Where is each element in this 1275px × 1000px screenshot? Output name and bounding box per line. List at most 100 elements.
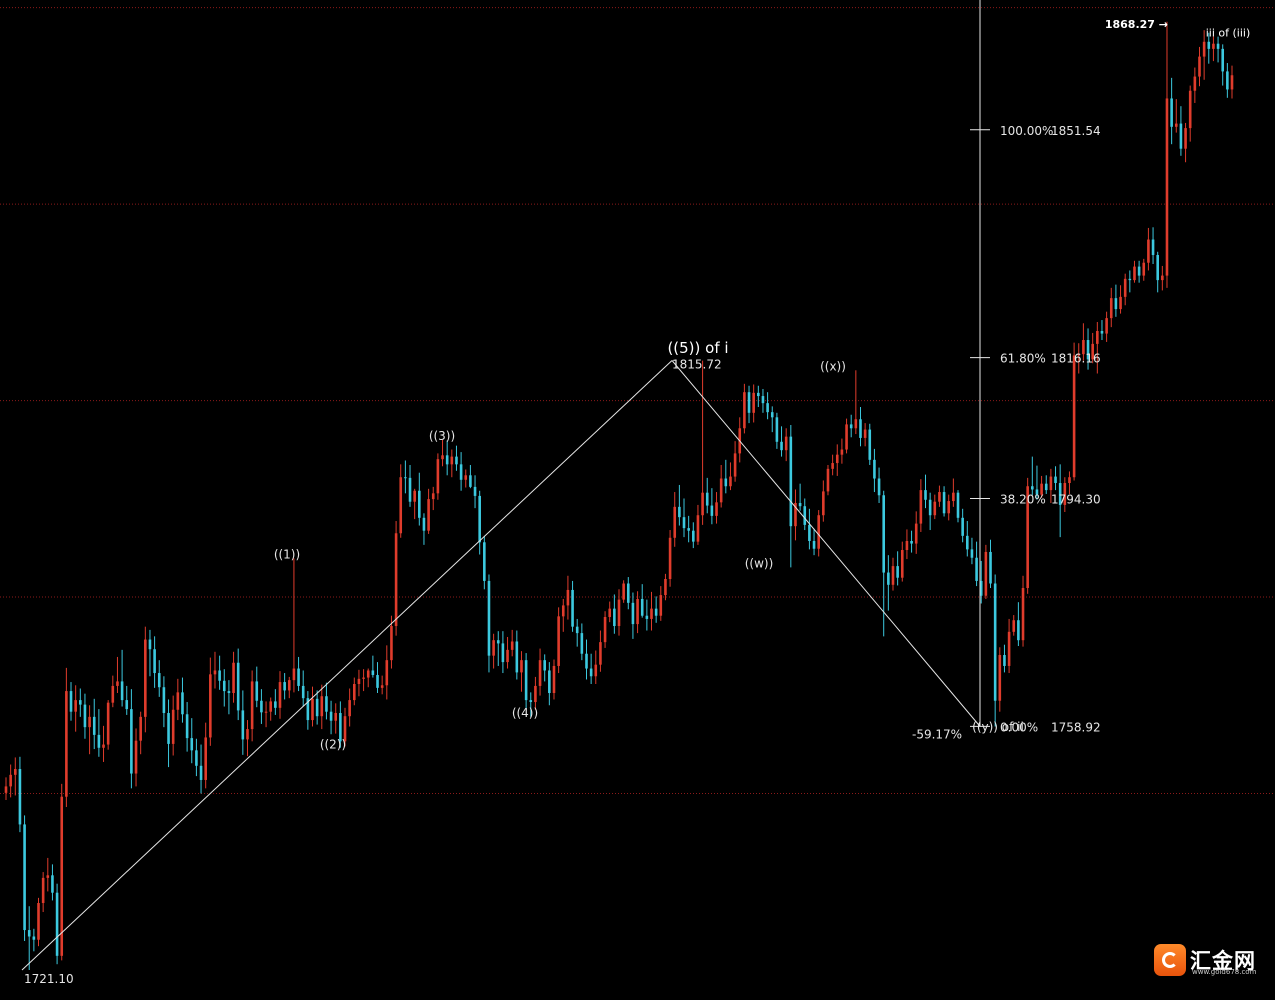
candle-body [269, 701, 273, 712]
candle-body [23, 824, 26, 931]
candle-body [696, 515, 700, 542]
candle-body [83, 704, 87, 728]
candle-34 [162, 676, 166, 728]
candle-26 [125, 685, 129, 715]
candle-162 [757, 385, 760, 408]
candle-body [817, 515, 820, 549]
candle-body [622, 583, 625, 600]
wave-label-0: ((1)) [274, 547, 300, 561]
candle-body [1165, 98, 1169, 276]
candle-body [352, 683, 356, 701]
candle-body [1174, 123, 1178, 127]
candle-body [18, 769, 22, 825]
candle-205 [956, 490, 960, 523]
candle-body [222, 680, 226, 692]
candle-body [27, 930, 31, 937]
candle-218 [1017, 602, 1020, 646]
candle-body [585, 653, 588, 669]
candle-55 [260, 689, 263, 724]
fibonacci-retracement: 100.00%1851.54 61.80% 1816.16 38.20% 1794.30… [912, 0, 1101, 741]
candle-135 [631, 592, 635, 639]
candle-body [329, 711, 333, 721]
candle-109 [510, 629, 514, 657]
fib-value-1: 1816.16 [1051, 352, 1101, 366]
candle-body [116, 681, 119, 686]
candle-191 [891, 557, 895, 591]
candle-195 [910, 530, 913, 553]
candle-223 [1040, 475, 1043, 498]
candle-body [209, 674, 212, 738]
candle-220 [1026, 477, 1029, 594]
candle-261 [1216, 36, 1220, 63]
candle-body [1105, 318, 1108, 334]
candle-180 [840, 438, 844, 464]
candle-127 [594, 650, 598, 684]
candle-body [394, 533, 398, 627]
candle-136 [636, 591, 639, 634]
candle-126 [589, 653, 593, 684]
candle-96 [450, 449, 454, 478]
fib-value-0: 1851.54 [1051, 124, 1101, 138]
candle-31 [148, 629, 152, 677]
candle-90 [422, 513, 426, 545]
candle-215 [1003, 644, 1006, 673]
candle-body [445, 455, 449, 465]
candle-66 [311, 686, 314, 727]
candle-257 [1198, 46, 1201, 87]
candle-212 [989, 539, 992, 589]
candle-63 [297, 656, 300, 692]
candle-body [626, 583, 630, 603]
candle-6 [32, 928, 36, 952]
candle-7 [37, 897, 40, 947]
candle-46 [218, 655, 221, 690]
candle-body [176, 692, 180, 710]
candle-body [236, 662, 240, 711]
candle-238 [1109, 287, 1113, 328]
candle-body [775, 417, 779, 442]
candle-89 [418, 472, 421, 526]
candle-body [692, 530, 695, 542]
candle-95 [445, 440, 449, 476]
candle-144 [673, 492, 677, 547]
candle-68 [320, 684, 324, 730]
candle-body [1109, 298, 1113, 319]
candle-body [1068, 477, 1071, 484]
candle-141 [659, 586, 663, 621]
candle-84 [394, 521, 398, 636]
candle-81 [380, 675, 384, 695]
candle-body [492, 640, 495, 656]
candle-87 [408, 464, 412, 507]
candle-264 [1230, 65, 1234, 99]
candle-body [74, 700, 77, 712]
candle-56 [264, 701, 268, 728]
candle-213 [993, 574, 997, 727]
candle-20 [97, 709, 101, 757]
candle-170 [794, 489, 797, 541]
candle-body [436, 459, 440, 494]
candle-body [278, 682, 282, 708]
candle-151 [705, 477, 709, 514]
candle-8 [41, 872, 45, 913]
candle-232 [1082, 323, 1085, 361]
candle-166 [775, 412, 779, 449]
candle-227 [1058, 464, 1062, 538]
candle-body [399, 477, 403, 534]
trend-lines [21, 360, 981, 971]
candle-244 [1137, 260, 1141, 283]
candle-174 [812, 528, 816, 556]
candle-body [1137, 266, 1141, 276]
candle-body [1133, 266, 1136, 281]
price-label-low: 1721.10 [24, 972, 74, 986]
candle-53 [250, 670, 254, 742]
candle-243 [1133, 260, 1136, 283]
candle-body [789, 436, 793, 527]
candle-73 [343, 707, 347, 747]
candle-body [794, 502, 797, 527]
candle-168 [784, 428, 788, 462]
candle-252 [1174, 99, 1178, 133]
candle-body [37, 903, 40, 940]
candle-body [1054, 476, 1057, 484]
candle-body [603, 617, 607, 643]
candle-17 [83, 693, 87, 739]
candle-body [645, 615, 649, 619]
